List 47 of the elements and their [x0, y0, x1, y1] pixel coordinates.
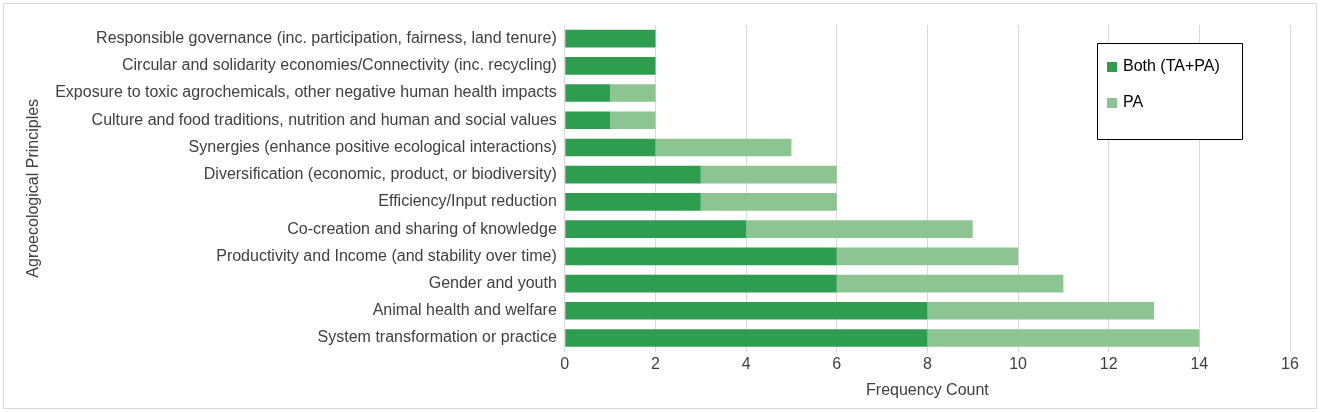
x-axis-title: Frequency Count: [866, 380, 990, 398]
y-axis-title: Agroecological Principles: [24, 98, 42, 278]
bar: [655, 138, 792, 157]
y-tick-label: Responsible governance (inc. participation, fairness, land tenure): [96, 29, 557, 47]
y-tick-label: Co-creation and sharing of knowledge: [287, 219, 557, 237]
legend-label: Both (TA+PA): [1123, 57, 1220, 75]
bar: [610, 111, 656, 130]
y-tick-label: Diversification (economic, product, or biodiversity): [203, 165, 557, 183]
bar: [836, 274, 1064, 293]
bar: [700, 193, 837, 211]
bar: [746, 220, 973, 238]
bar: [565, 220, 747, 238]
y-tick-label: Productivity and Income (and stability over time): [216, 246, 557, 264]
x-tick-label: 8: [922, 354, 932, 372]
bar: [565, 57, 656, 75]
x-tick-label: 6: [832, 354, 842, 372]
bar: [565, 165, 701, 184]
bar: [927, 301, 1155, 320]
y-tick-label: Animal health and welfare: [372, 301, 557, 319]
bar: [565, 193, 701, 211]
bar: [565, 247, 837, 266]
bar: [565, 301, 928, 320]
y-tick-label: Synergies (enhance positive ecological interactions): [188, 137, 557, 155]
x-tick-label: 14: [1190, 354, 1209, 372]
x-tick-label: 2: [651, 354, 660, 372]
bar: [927, 329, 1200, 347]
x-tick-label: 12: [1099, 354, 1118, 372]
y-tick-label: Exposure to toxic agrochemicals, other negative human health impacts: [55, 83, 557, 101]
y-tick-label: Circular and solidarity economies/Connectivity (inc. recycling): [121, 56, 557, 74]
x-tick-label: 4: [741, 354, 751, 372]
bar: [565, 111, 611, 130]
y-tick-label: Gender and youth: [428, 273, 557, 291]
bar: [700, 165, 837, 184]
y-tick-label: System transformation or practice: [317, 328, 557, 346]
x-tick-label: 16: [1281, 354, 1299, 372]
bar: [565, 138, 656, 157]
legend-label: PA: [1123, 93, 1144, 111]
bar: [565, 84, 611, 102]
bar: [836, 247, 1019, 266]
bar: [565, 29, 656, 48]
bar: [565, 274, 837, 293]
bar: [565, 329, 928, 347]
x-tick-label: 10: [1009, 354, 1028, 372]
y-tick-label: Culture and food traditions, nutrition and human and social values: [91, 110, 557, 128]
y-tick-label: Efficiency/Input reduction: [378, 192, 557, 210]
x-tick-label: 0: [560, 354, 570, 372]
bar: [610, 84, 656, 102]
